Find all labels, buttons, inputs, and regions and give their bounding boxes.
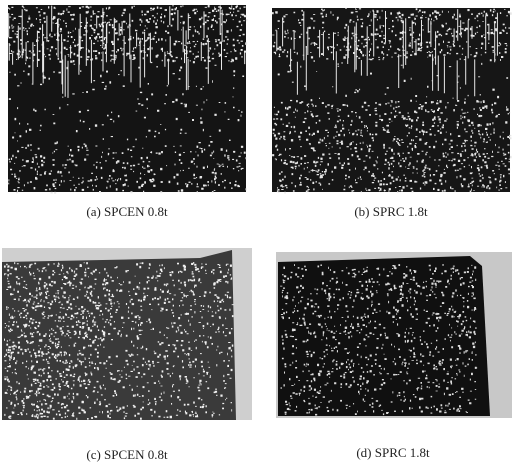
- caption: (a) SPCEN 0.8t: [86, 204, 168, 219]
- micrograph: [278, 256, 490, 416]
- caption: (c) SPCEN 0.8t: [86, 447, 168, 462]
- figure: (a) SPCEN 0.8t (b) SPRC 1.8t (c) SPCEN 0…: [0, 0, 518, 468]
- caption: (d) SPRC 1.8t: [356, 445, 430, 460]
- caption: (b) SPRC 1.8t: [354, 204, 428, 219]
